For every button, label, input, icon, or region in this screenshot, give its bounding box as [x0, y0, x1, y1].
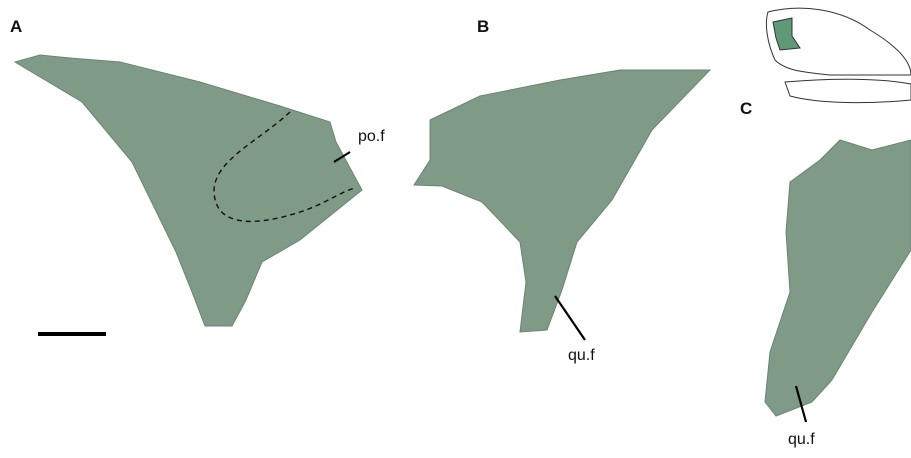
bone-c — [765, 140, 911, 416]
skull-inset — [766, 8, 911, 102]
annotation: qu.f — [788, 431, 815, 448]
figure: A po.f B qu.f C qu.f — [0, 0, 911, 458]
leader-line — [555, 296, 585, 340]
panel-label: C — [740, 99, 752, 118]
annotation: po.f — [358, 128, 385, 145]
panel-label: B — [477, 17, 489, 36]
panel-label: A — [10, 17, 22, 36]
annotation: qu.f — [568, 347, 595, 364]
bone-a — [15, 55, 362, 326]
bone-b — [414, 70, 710, 332]
